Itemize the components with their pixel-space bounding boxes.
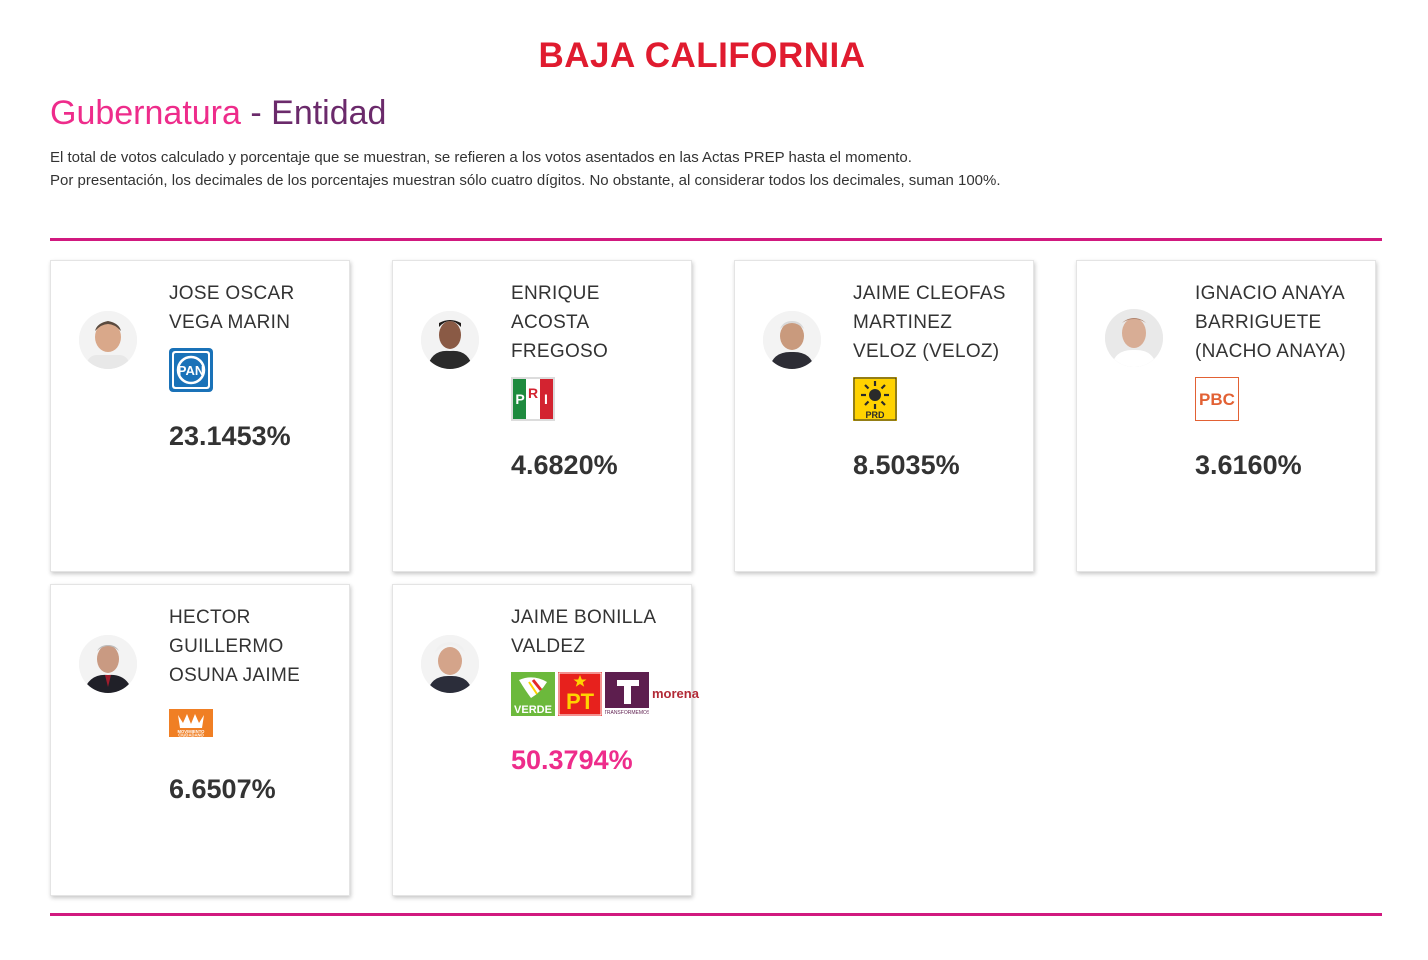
- svg-text:R: R: [528, 385, 538, 401]
- svg-text:MOVIMIENTO: MOVIMIENTO: [178, 729, 206, 734]
- pbc-logo-icon: PBC: [1195, 377, 1239, 421]
- party-logos: MOVIMIENTO CIUDADANO: [169, 701, 213, 745]
- candidate-percentage: 3.6160%: [1195, 450, 1302, 480]
- svg-text:PRD: PRD: [865, 410, 885, 420]
- note-line-1: El total de votos calculado y porcentaje…: [50, 149, 912, 166]
- section-title: Gubernatura - Entidad: [50, 94, 386, 133]
- candidate-card[interactable]: JOSE OSCAR VEGA MARIN PAN 23.1453%: [50, 260, 350, 572]
- section-separator: -: [250, 94, 262, 132]
- state-title: BAJA CALIFORNIA: [538, 36, 866, 75]
- candidate-photo: [79, 635, 137, 693]
- svg-text:PAN: PAN: [178, 363, 204, 378]
- prd-logo-icon: PRD: [853, 377, 897, 421]
- candidate-name: JAIME BONILLA VALDEZ: [511, 607, 657, 657]
- candidate-name: HECTOR GUILLERMO OSUNA JAIME: [169, 607, 301, 686]
- candidate-card[interactable]: IGNACIO ANAYA BARRIGUETE (NACHO ANAYA) P…: [1076, 260, 1376, 572]
- note-line-2: Por presentación, los decimales de los p…: [50, 172, 1001, 189]
- candidate-photo: [421, 635, 479, 693]
- svg-text:P: P: [515, 391, 524, 407]
- candidate-card[interactable]: HECTOR GUILLERMO OSUNA JAIME MOVIMIENTO C…: [50, 584, 350, 896]
- party-logos: PRD: [853, 377, 897, 421]
- candidate-percentage: 23.1453%: [169, 421, 291, 451]
- candidate-card[interactable]: JAIME CLEOFAS MARTINEZ VELOZ (VELOZ) PRD…: [734, 260, 1034, 572]
- candidate-photo: [1105, 309, 1163, 367]
- candidate-name: JAIME CLEOFAS MARTINEZ VELOZ (VELOZ): [853, 283, 1006, 362]
- bottom-divider: [50, 913, 1382, 916]
- party-logos: PBC: [1195, 377, 1239, 421]
- section-secondary: Entidad: [271, 94, 387, 132]
- party-logos: PAN: [169, 348, 213, 392]
- svg-text:TRANSFORMEMOS: TRANSFORMEMOS: [605, 710, 649, 716]
- svg-text:PT: PT: [566, 689, 595, 714]
- party-logos: VERDE PT TRANSFORMEMOS morena: [511, 672, 699, 716]
- transformemos-logo-icon: TRANSFORMEMOS: [605, 672, 649, 716]
- candidate-percentage: 6.6507%: [169, 774, 276, 804]
- candidate-percentage: 50.3794%: [511, 745, 633, 775]
- candidate-card[interactable]: JAIME BONILLA VALDEZ VERDE PT TRANSFORME…: [392, 584, 699, 896]
- candidate-name: JOSE OSCAR VEGA MARIN: [169, 283, 295, 333]
- svg-text:VERDE: VERDE: [514, 704, 552, 716]
- results-note: El total de votos calculado y porcentaje…: [50, 146, 1001, 192]
- svg-text:CIUDADANO: CIUDADANO: [178, 733, 204, 738]
- verde-logo-icon: VERDE: [511, 672, 555, 716]
- candidate-photo: [79, 311, 137, 369]
- candidate-percentage: 8.5035%: [853, 450, 960, 480]
- pt-logo-icon: PT: [558, 672, 602, 716]
- movimiento-ciudadano-logo-icon: MOVIMIENTO CIUDADANO: [169, 701, 213, 745]
- section-primary: Gubernatura: [50, 94, 241, 132]
- candidate-photo: [421, 311, 479, 369]
- svg-text:I: I: [544, 391, 548, 407]
- candidate-percentage: 4.6820%: [511, 450, 618, 480]
- candidate-photo: [763, 311, 821, 369]
- candidate-name: IGNACIO ANAYA BARRIGUETE (NACHO ANAYA): [1195, 283, 1346, 362]
- top-divider: [50, 238, 1382, 241]
- morena-logo-icon: morena: [652, 686, 699, 701]
- pan-logo-icon: PAN: [169, 348, 213, 392]
- candidate-name: ENRIQUE ACOSTA FREGOSO: [511, 283, 609, 362]
- svg-text:PBC: PBC: [1199, 390, 1235, 409]
